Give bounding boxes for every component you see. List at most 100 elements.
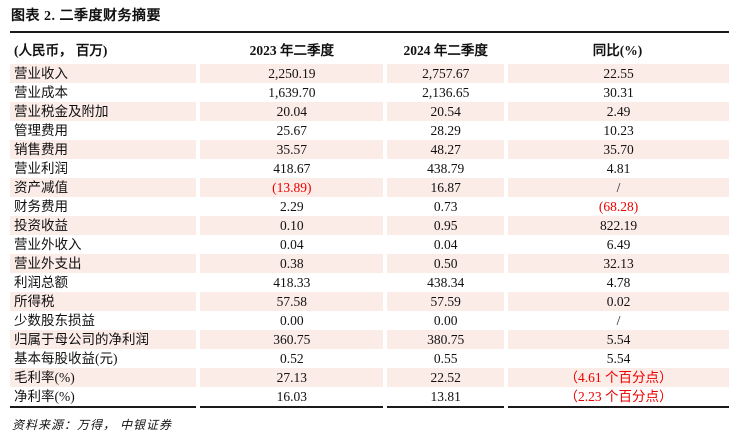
cell-value: 35.57: [196, 140, 386, 159]
table-row: 销售费用 35.57 48.27 35.70: [10, 140, 729, 159]
cell-value: 5.54: [504, 330, 729, 349]
table-row: 营业税金及附加 20.04 20.54 2.49: [10, 102, 729, 121]
report-figure-block: 图表 2. 二季度财务摘要 (人民币， 百万) 2023 年二季度 2024 年…: [10, 5, 729, 432]
cell-value: 418.33: [196, 273, 386, 292]
cell-value: 48.27: [383, 140, 507, 159]
column-header-2023-q2: 2023 年二季度: [249, 43, 335, 58]
cell-value: 822.19: [504, 216, 729, 235]
row-label: 销售费用: [10, 140, 199, 159]
cell-value: 2.49: [504, 102, 729, 121]
cell-value: 20.54: [383, 102, 507, 121]
cell-value: 2,250.19: [196, 64, 386, 83]
row-label: 营业外收入: [14, 237, 82, 252]
cell-value: （4.61 个百分点）: [504, 368, 729, 387]
cell-value: 32.13: [504, 254, 729, 273]
table-row: 少数股东损益 0.00 0.00/: [10, 311, 729, 330]
cell-value: 0.00: [383, 311, 507, 330]
table-row: 资产减值 (13.89) 16.87/: [10, 178, 729, 197]
row-label: 毛利率(%): [10, 368, 199, 387]
cell-value: 6.49: [504, 235, 729, 254]
cell-value: 16.87: [383, 178, 507, 197]
row-label: 营业成本: [14, 85, 68, 100]
column-header-currency-unit: (人民币， 百万): [14, 43, 108, 58]
cell-value: 0.95: [383, 216, 507, 235]
cell-value: 0.73: [383, 197, 507, 216]
table-row: 营业成本 1,639.70 2,136.65 30.31: [10, 83, 729, 102]
cell-value: 4.78: [504, 273, 729, 292]
cell-value: 0.00: [196, 311, 386, 330]
cell-value: 1,639.70: [196, 83, 386, 102]
row-label: 利润总额: [14, 275, 68, 290]
table-row: 归属于母公司的净利润 360.75 380.75 5.54: [10, 330, 729, 349]
cell-value: 25.67: [196, 121, 386, 140]
cell-value: (68.28): [504, 197, 729, 216]
table-row: 净利率(%) 16.03 13.81 （2.23 个百分点）: [10, 387, 729, 407]
cell-value: 438.79: [383, 159, 507, 178]
cell-value: 16.03: [196, 387, 386, 407]
cell-value: 22.52: [383, 368, 507, 387]
row-label: 营业收入: [10, 64, 199, 83]
row-label: 净利率(%): [14, 389, 75, 404]
table-row: 营业收入 2,250.19 2,757.67 22.55: [10, 64, 729, 83]
cell-value: 418.67: [196, 159, 386, 178]
cell-value: 13.81: [383, 387, 507, 407]
cell-value: 4.81: [504, 159, 729, 178]
row-label: 资产减值: [10, 178, 199, 197]
row-label: 管理费用: [14, 123, 68, 138]
table-row: 所得税 57.58 57.59 0.02: [10, 292, 729, 311]
cell-value: 0.04: [383, 235, 507, 254]
row-label: 基本每股收益(元): [14, 351, 118, 366]
cell-value: 10.23: [504, 121, 729, 140]
row-label: 财务费用: [14, 199, 68, 214]
row-label: 归属于母公司的净利润: [10, 330, 199, 349]
table-row: 毛利率(%) 27.13 22.52 （4.61 个百分点）: [10, 368, 729, 387]
table-header-row: (人民币， 百万) 2023 年二季度 2024 年二季度 同比(%): [10, 33, 729, 64]
cell-value: 35.70: [504, 140, 729, 159]
cell-value: 0.55: [383, 349, 507, 368]
cell-value: /: [504, 311, 729, 330]
table-row: 营业利润 418.67 438.79 4.81: [10, 159, 729, 178]
cell-value: 20.04: [196, 102, 386, 121]
cell-value: 0.02: [504, 292, 729, 311]
row-label: 投资收益: [10, 216, 199, 235]
table-row: 投资收益 0.10 0.95 822.19: [10, 216, 729, 235]
cell-value: 0.38: [196, 254, 386, 273]
cell-value: 380.75: [383, 330, 507, 349]
cell-value: 0.52: [196, 349, 386, 368]
cell-value: 2,757.67: [383, 64, 507, 83]
cell-value: （2.23 个百分点）: [504, 387, 729, 407]
financial-summary-table: (人民币， 百万) 2023 年二季度 2024 年二季度 同比(%) 营业收入…: [10, 33, 729, 408]
table-row: 财务费用 2.29 0.73 (68.28): [10, 197, 729, 216]
cell-value: 57.58: [196, 292, 386, 311]
figure-title: 图表 2. 二季度财务摘要: [10, 5, 729, 33]
cell-value: 22.55: [504, 64, 729, 83]
row-label: 少数股东损益: [14, 313, 95, 328]
cell-value: 360.75: [196, 330, 386, 349]
row-label: 所得税: [10, 292, 199, 311]
cell-value: 438.34: [383, 273, 507, 292]
table-row: 基本每股收益(元) 0.52 0.55 5.54: [10, 349, 729, 368]
table-row: 管理费用 25.67 28.29 10.23: [10, 121, 729, 140]
cell-value: 57.59: [383, 292, 507, 311]
table-row: 利润总额 418.33 438.34 4.78: [10, 273, 729, 292]
cell-value: 0.04: [196, 235, 386, 254]
column-header-yoy: 同比(%): [592, 43, 643, 58]
cell-value: (13.89): [196, 178, 386, 197]
cell-value: 0.50: [383, 254, 507, 273]
cell-value: 2.29: [196, 197, 386, 216]
table-row: 营业外支出 0.38 0.50 32.13: [10, 254, 729, 273]
cell-value: 0.10: [196, 216, 386, 235]
cell-value: 28.29: [383, 121, 507, 140]
table-body: 营业收入 2,250.19 2,757.67 22.55 营业成本 1,639.70 2,1…: [10, 64, 729, 407]
source-note: 资料来源：万得， 中银证券: [12, 418, 173, 432]
cell-value: 5.54: [504, 349, 729, 368]
row-label: 营业利润: [14, 161, 68, 176]
cell-value: /: [504, 178, 729, 197]
table-row: 营业外收入 0.04 0.04 6.49: [10, 235, 729, 254]
cell-value: 2,136.65: [383, 83, 507, 102]
cell-value: 27.13: [196, 368, 386, 387]
cell-value: 30.31: [504, 83, 729, 102]
row-label: 营业外支出: [10, 254, 199, 273]
column-header-2024-q2: 2024 年二季度: [403, 43, 488, 58]
row-label: 营业税金及附加: [10, 102, 199, 121]
